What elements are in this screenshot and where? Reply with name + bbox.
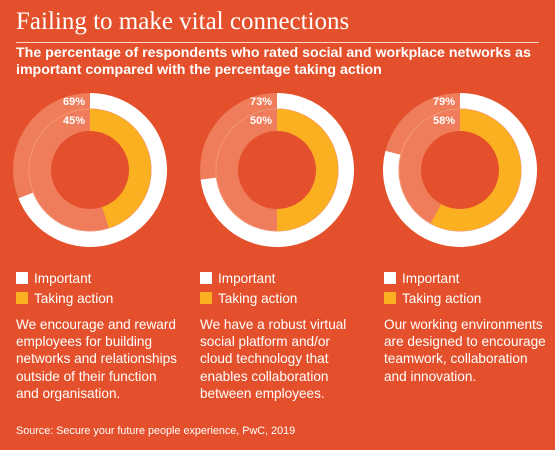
chart-column-3: Important Taking action Our working envi… (384, 268, 549, 385)
legend-label-important: Important (402, 270, 460, 286)
important-value-label: 79% (433, 96, 455, 108)
chart-description: We encourage and reward employees for bu… (16, 317, 177, 401)
legend-swatch-taking-action (384, 292, 396, 304)
important-value-label: 73% (250, 96, 272, 108)
legend-swatch-taking-action (16, 292, 28, 304)
legend-taking-action: Taking action (384, 288, 549, 308)
page-title: Failing to make vital connections (16, 8, 350, 35)
chart-description: We have a robust virtual social platform… (200, 317, 347, 401)
legend-taking-action: Taking action (16, 288, 181, 308)
important-value-label: 69% (63, 96, 85, 108)
donut-hole (238, 131, 316, 209)
taking-action-value-label: 58% (433, 115, 455, 127)
donut-hole (51, 131, 129, 209)
chart-subtitle: The percentage of respondents who rated … (16, 45, 531, 78)
legend-swatch-taking-action (200, 292, 212, 304)
legend-label-taking-action: Taking action (34, 290, 114, 306)
source-note: Source: Secure your future people experi… (16, 425, 296, 437)
legend-label-taking-action: Taking action (402, 290, 482, 306)
legend-important: Important (16, 268, 181, 288)
chart-column-2: Important Taking action We have a robust… (200, 268, 365, 402)
taking-action-value-label: 45% (63, 115, 85, 127)
legend-label-important: Important (218, 270, 276, 286)
legend-swatch-important (200, 272, 212, 284)
legend-important: Important (384, 268, 549, 288)
donut-hole (421, 131, 499, 209)
legend-swatch-important (16, 272, 28, 284)
taking-action-value-label: 50% (250, 115, 272, 127)
title-divider (16, 42, 539, 43)
chart-description: Our working environments are designed to… (384, 317, 546, 384)
legend-important: Important (200, 268, 365, 288)
chart-column-1: Important Taking action We encourage and… (16, 268, 181, 402)
legend-swatch-important (384, 272, 396, 284)
legend-label-important: Important (34, 270, 92, 286)
legend-taking-action: Taking action (200, 288, 365, 308)
legend-label-taking-action: Taking action (218, 290, 298, 306)
